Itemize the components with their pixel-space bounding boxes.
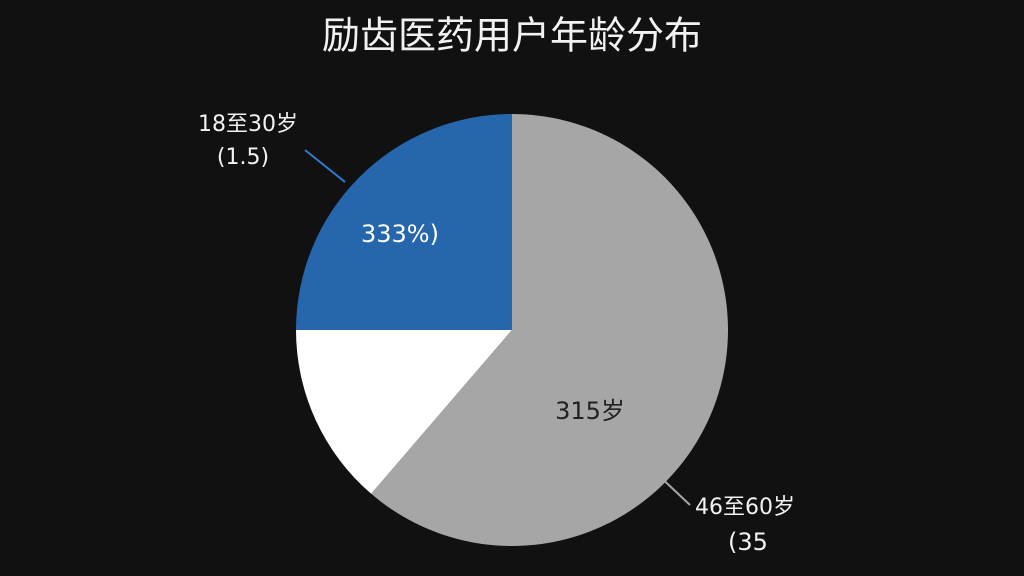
annotation: (35 [728,528,768,556]
annotation: 315岁 [555,397,625,425]
slice-label: 18至30岁 [198,112,298,137]
pie-slice [296,330,512,494]
pie-slice [371,114,728,546]
annotation: 333%) [361,220,439,248]
chart-title: 励齿医药用户年龄分布 [322,14,702,58]
annotation: (1.5) [217,145,269,170]
leader-line [304,149,346,183]
slice-label: 46至60岁 [695,495,795,520]
pie-slice [296,114,512,330]
